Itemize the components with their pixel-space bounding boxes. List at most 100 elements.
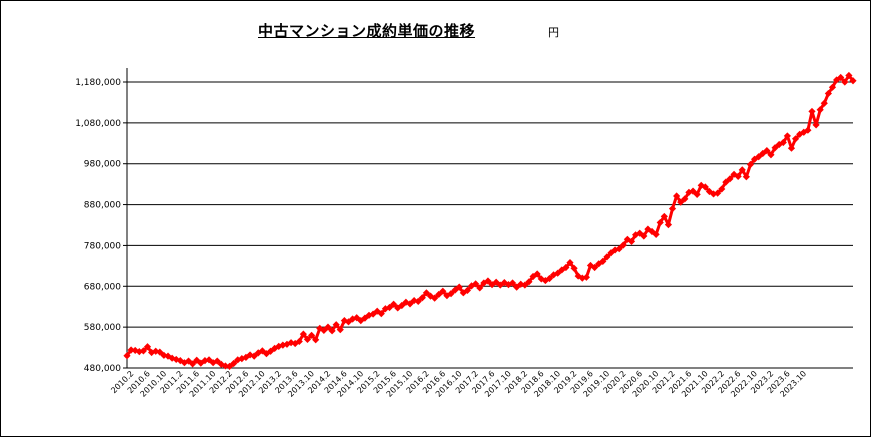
data-point: [476, 284, 484, 292]
data-point: [533, 270, 541, 278]
data-point: [832, 76, 841, 84]
data-point: [837, 73, 845, 82]
data-point: [562, 263, 570, 272]
data-point: [578, 274, 586, 282]
gridlines: [123, 68, 853, 369]
data-point: [787, 144, 796, 152]
data-point: [545, 274, 554, 283]
data-point: [213, 357, 221, 365]
data-point: [755, 153, 763, 161]
data-point: [406, 300, 414, 308]
data-point: [722, 178, 730, 186]
data-point: [685, 188, 693, 196]
data-point: [804, 126, 812, 134]
data-point: [586, 261, 595, 270]
data-point: [771, 144, 779, 152]
data-point: [418, 294, 426, 302]
data-point: [537, 275, 545, 283]
data-point: [656, 218, 664, 227]
y-tick-label: 780,000: [84, 241, 121, 251]
data-point: [439, 287, 447, 295]
data-point: [123, 352, 131, 360]
data-point: [566, 258, 574, 267]
series-line: [125, 74, 855, 368]
data-point: [472, 280, 480, 288]
data-point: [738, 166, 746, 174]
data-point: [849, 77, 857, 85]
chart-title: 中古マンション成約単価の推移: [258, 22, 476, 40]
data-point: [726, 175, 734, 183]
data-point: [619, 241, 627, 249]
data-point: [582, 273, 590, 281]
x-axis-tick-labels: 2010.22010.62010.102011.22011.62011.1020…: [109, 369, 808, 399]
data-point: [385, 303, 394, 312]
unit-label: 円: [548, 26, 559, 39]
data-point: [611, 246, 619, 254]
data-point: [541, 276, 549, 285]
data-point: [718, 185, 726, 193]
data-point: [599, 257, 607, 265]
data-point: [180, 359, 189, 367]
data-point: [295, 337, 303, 346]
data-point: [673, 192, 681, 200]
data-point: [447, 290, 455, 298]
data-point: [135, 348, 143, 356]
data-point: [808, 107, 816, 116]
data-point: [791, 135, 800, 143]
data-point: [701, 183, 709, 191]
data-point: [303, 335, 312, 343]
data-point: [816, 106, 824, 114]
data-point: [627, 237, 636, 245]
data-point: [783, 132, 791, 140]
data-point: [746, 160, 755, 169]
data-point: [615, 245, 623, 253]
data-point: [652, 230, 660, 238]
data-point: [414, 297, 422, 306]
data-point: [189, 360, 197, 368]
data-point: [779, 138, 787, 147]
data-point: [390, 300, 398, 308]
data-point: [845, 71, 853, 80]
data-point: [689, 187, 697, 195]
y-tick-label: 880,000: [84, 201, 121, 211]
data-point: [455, 283, 463, 291]
data-point: [332, 321, 340, 329]
data-point: [320, 326, 328, 335]
data-point: [324, 323, 332, 331]
data-point: [353, 314, 361, 322]
data-point: [328, 327, 336, 335]
data-point: [709, 190, 718, 198]
data-point: [558, 266, 566, 274]
data-point: [254, 349, 262, 357]
data-point: [640, 232, 648, 240]
data-point: [168, 354, 176, 362]
data-point: [127, 346, 135, 354]
y-tick-label: 1,080,000: [75, 119, 121, 129]
data-point: [521, 281, 529, 289]
data-point: [463, 286, 472, 294]
data-point: [152, 347, 160, 355]
data-point: [209, 359, 217, 367]
data-point: [734, 172, 742, 180]
data-point: [660, 212, 668, 221]
data-point: [595, 260, 603, 268]
data-point: [402, 298, 410, 306]
y-tick-label: 580,000: [84, 323, 121, 333]
y-tick-label: 980,000: [84, 160, 121, 170]
data-point: [234, 356, 242, 364]
series-1: [123, 71, 857, 370]
data-point: [841, 78, 849, 86]
data-point: [262, 350, 271, 358]
data-point: [763, 147, 771, 155]
data-point: [681, 195, 689, 203]
data-point: [139, 347, 148, 355]
data-point: [422, 289, 431, 297]
y-tick-label: 1,180,000: [75, 78, 121, 88]
data-point: [590, 263, 599, 272]
data-point: [377, 310, 385, 318]
data-point: [230, 359, 238, 368]
data-point: [307, 331, 316, 339]
data-point: [525, 278, 533, 286]
data-point: [398, 301, 406, 310]
